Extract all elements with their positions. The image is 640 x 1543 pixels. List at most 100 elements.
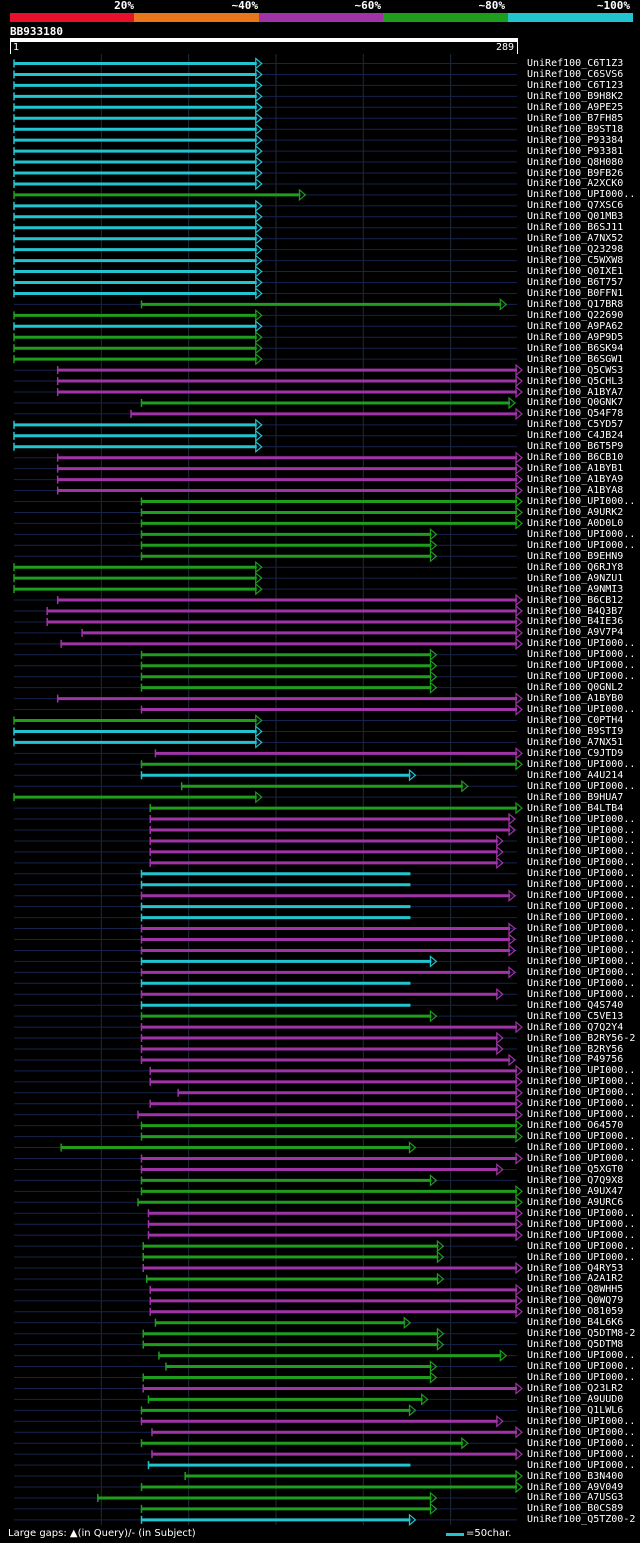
hit-label[interactable]: UniRef100_UPI000..	[527, 868, 636, 880]
hit-label[interactable]: UniRef100_C6T1Z3	[527, 58, 624, 69]
hit-label[interactable]: UniRef100_UPI000..	[527, 1153, 636, 1164]
hit-label[interactable]: UniRef100_Q0GNK7	[527, 397, 624, 409]
hit-label[interactable]: UniRef100_UPI000..	[527, 1065, 636, 1077]
hit-label[interactable]: UniRef100_UPI000..	[527, 1459, 636, 1471]
hit-label[interactable]: UniRef100_UPI000..	[527, 1251, 636, 1263]
hit-label[interactable]: UniRef100_UPI000..	[527, 944, 636, 956]
hit-label[interactable]: UniRef100_C5VE13	[527, 1010, 624, 1022]
hit-label[interactable]: UniRef100_A4U214	[527, 769, 624, 781]
hit-label[interactable]: UniRef100_A2A1R2	[527, 1273, 624, 1285]
hit-label[interactable]: UniRef100_A9UUD0	[527, 1393, 624, 1405]
hit-label[interactable]: UniRef100_Q17BR8	[527, 298, 624, 310]
hit-label[interactable]: UniRef100_UPI000..	[527, 780, 636, 792]
hit-label[interactable]: UniRef100_UPI000..	[527, 638, 636, 650]
hit-label[interactable]: UniRef100_B6SGW1	[527, 353, 624, 365]
hit-label[interactable]: UniRef100_Q0IXE1	[527, 266, 624, 278]
hit-label[interactable]: UniRef100_Q22690	[527, 309, 624, 321]
hit-label[interactable]: UniRef100_A9URC6	[527, 1196, 624, 1208]
hit-label[interactable]: UniRef100_UPI000..	[527, 813, 636, 825]
hit-label[interactable]: UniRef100_A1BYA8	[527, 485, 624, 497]
hit-label[interactable]: UniRef100_B4L6K6	[527, 1317, 624, 1329]
hit-label[interactable]: UniRef100_UPI000..	[527, 1350, 636, 1362]
hit-label[interactable]: UniRef100_UPI000..	[527, 539, 636, 551]
hit-label[interactable]: UniRef100_UPI000..	[527, 934, 636, 945]
hit-label[interactable]: UniRef100_A9NZU1	[527, 572, 624, 584]
hit-label[interactable]: UniRef100_UPI000..	[527, 1229, 636, 1241]
hit-label[interactable]: UniRef100_A1BYB0	[527, 693, 624, 705]
hit-label[interactable]: UniRef100_B0CS89	[527, 1503, 624, 1515]
hit-label[interactable]: UniRef100_UPI000..	[527, 1361, 636, 1373]
hit-label[interactable]: UniRef100_UPI000..	[527, 1131, 636, 1143]
hit-label[interactable]: UniRef100_C9JTD9	[527, 747, 624, 759]
hit-label[interactable]: UniRef100_A9UX47	[527, 1185, 624, 1197]
hit-label[interactable]: UniRef100_Q7Q2Y4	[527, 1021, 624, 1033]
hit-label[interactable]: UniRef100_UPI000..	[527, 1218, 636, 1230]
hit-label[interactable]: UniRef100_B6CB12	[527, 594, 624, 606]
hit-label[interactable]: UniRef100_A9V7P4	[527, 627, 624, 639]
hit-label[interactable]: UniRef100_UPI000..	[527, 846, 636, 858]
hit-label[interactable]: UniRef100_UPI000..	[527, 671, 636, 683]
hit-label[interactable]: UniRef100_C6SVS6	[527, 68, 624, 80]
hit-label[interactable]: UniRef100_Q8WHH5	[527, 1284, 624, 1296]
hit-label[interactable]: UniRef100_Q8H080	[527, 156, 624, 168]
hit-label[interactable]: UniRef100_B2RY56	[527, 1043, 624, 1055]
hit-label[interactable]: UniRef100_A9PE25	[527, 101, 624, 113]
hit-label[interactable]: UniRef100_C5YD57	[527, 419, 624, 431]
hit-label[interactable]: UniRef100_Q01MB3	[527, 211, 624, 223]
hit-label[interactable]: UniRef100_B6SJ11	[527, 222, 624, 234]
hit-label[interactable]: UniRef100_A7USG3	[527, 1492, 624, 1504]
hit-label[interactable]: UniRef100_B2RY56-2	[527, 1032, 636, 1044]
hit-label[interactable]: UniRef100_P93381	[527, 145, 624, 157]
hit-label[interactable]: UniRef100_B3N400	[527, 1470, 624, 1482]
hit-label[interactable]: UniRef100_Q23298	[527, 244, 624, 256]
hit-label[interactable]: UniRef100_UPI000..	[527, 955, 636, 967]
hit-label[interactable]: UniRef100_Q4S740	[527, 999, 624, 1011]
hit-label[interactable]: UniRef100_UPI000..	[527, 923, 636, 935]
hit-label[interactable]: UniRef100_UPI000..	[527, 1087, 636, 1099]
hit-label[interactable]: UniRef100_Q1LWL6	[527, 1404, 624, 1416]
hit-label[interactable]: UniRef100_UPI000..	[527, 1240, 636, 1252]
hit-label[interactable]: UniRef100_B6T757	[527, 277, 624, 288]
hit-label[interactable]: UniRef100_UPI000..	[527, 1426, 636, 1438]
hit-label[interactable]: UniRef100_A9NMI3	[527, 583, 624, 595]
hit-label[interactable]: UniRef100_Q5DTM8-2	[527, 1328, 636, 1340]
hit-label[interactable]: UniRef100_UPI000..	[527, 704, 636, 716]
hit-label[interactable]: UniRef100_A9PA62	[527, 320, 624, 332]
hit-label[interactable]: UniRef100_C5WXW8	[527, 255, 624, 267]
hit-label[interactable]: UniRef100_O64570	[527, 1120, 624, 1132]
hit-label[interactable]: UniRef100_UPI000..	[527, 1098, 636, 1110]
hit-label[interactable]: UniRef100_B6SK94	[527, 342, 624, 354]
hit-label[interactable]: UniRef100_Q0GNL2	[527, 682, 624, 694]
hit-label[interactable]: UniRef100_Q5CHL3	[527, 375, 624, 387]
hit-label[interactable]: UniRef100_A9URK2	[527, 506, 624, 518]
hit-label[interactable]: UniRef100_UPI000..	[527, 189, 636, 201]
hit-label[interactable]: UniRef100_Q7XSC6	[527, 200, 624, 212]
hit-label[interactable]: UniRef100_Q7Q9X8	[527, 1174, 624, 1186]
hit-label[interactable]: UniRef100_A1BYA7	[527, 386, 624, 398]
hit-label[interactable]: UniRef100_A1BYA9	[527, 474, 624, 486]
hit-label[interactable]: UniRef100_UPI000..	[527, 879, 636, 891]
hit-label[interactable]: UniRef100_B6T5P9	[527, 441, 624, 453]
hit-label[interactable]: UniRef100_P93384	[527, 134, 624, 146]
hit-label[interactable]: UniRef100_Q5DTM8	[527, 1339, 624, 1351]
hit-label[interactable]: UniRef100_Q54F78	[527, 408, 624, 420]
hit-label[interactable]: UniRef100_UPI000..	[527, 1109, 636, 1121]
hit-label[interactable]: UniRef100_UPI000..	[527, 912, 636, 924]
hit-label[interactable]: UniRef100_A9V049	[527, 1481, 624, 1493]
hit-label[interactable]: UniRef100_UPI000..	[527, 528, 636, 540]
hit-label[interactable]: UniRef100_UPI000..	[527, 988, 636, 1000]
hit-label[interactable]: UniRef100_UPI000..	[527, 1415, 636, 1427]
hit-label[interactable]: UniRef100_UPI000..	[527, 660, 636, 672]
hit-label[interactable]: UniRef100_Q6RJY8	[527, 561, 624, 573]
hit-label[interactable]: UniRef100_UPI000..	[527, 758, 636, 770]
hit-label[interactable]: UniRef100_Q5CWS3	[527, 364, 624, 376]
hit-label[interactable]: UniRef100_B0FFN1	[527, 287, 624, 299]
hit-label[interactable]: UniRef100_A7NX51	[527, 736, 624, 748]
hit-label[interactable]: UniRef100_B9EHN9	[527, 550, 624, 562]
hit-label[interactable]: UniRef100_UPI000..	[527, 901, 636, 913]
hit-label[interactable]: UniRef100_UPI000..	[527, 824, 636, 836]
hit-label[interactable]: UniRef100_C0PTH4	[527, 715, 624, 726]
hit-label[interactable]: UniRef100_A2XCK0	[527, 178, 624, 190]
hit-label[interactable]: UniRef100_B9HUA7	[527, 791, 624, 803]
hit-label[interactable]: UniRef100_UPI000..	[527, 1437, 636, 1449]
